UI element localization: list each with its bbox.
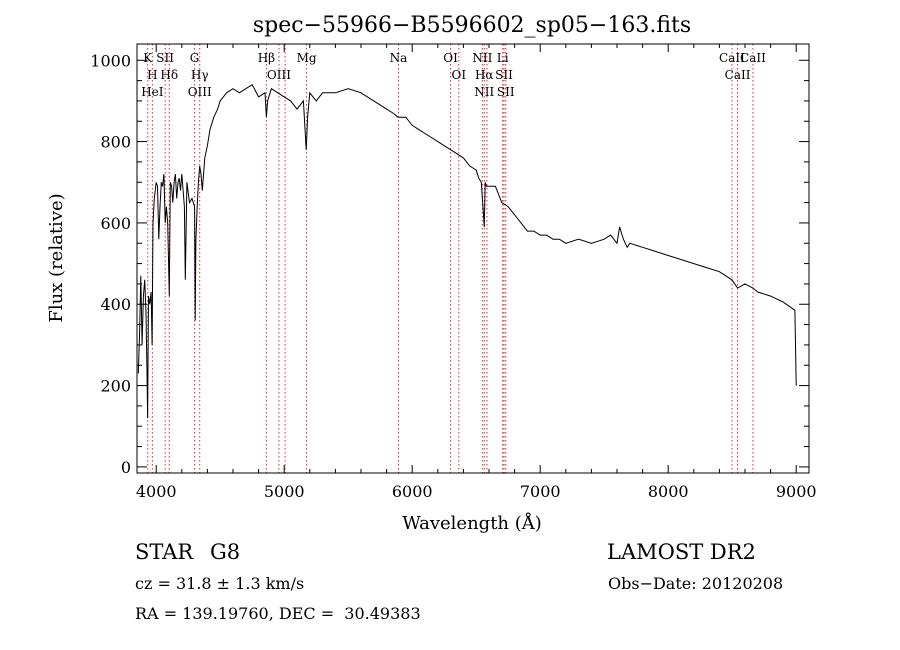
y-axis: 0 200 400 600 800 1000 (90, 51, 809, 477)
line-label: K (143, 51, 153, 65)
line-label: OI (443, 51, 458, 65)
line-label: CaII (719, 51, 745, 65)
y-tick-label: 200 (100, 377, 131, 396)
y-tick-label: 800 (100, 133, 131, 152)
line-markers (147, 44, 754, 473)
chart-title: spec−55966−B5596602_sp05−163.fits (253, 13, 691, 38)
line-label: SII (495, 68, 513, 82)
line-label: Hβ (258, 51, 275, 65)
x-tick-label: 8000 (648, 482, 689, 501)
line-labels: KH HeI SII Hδ G Hγ OIII Hβ OIII Mg Na OI OI NII Hα NII L… (141, 51, 766, 99)
y-tick-label: 600 (100, 214, 131, 233)
y-tick-label: 1000 (90, 51, 131, 70)
spectrum-line (137, 83, 797, 419)
line-label: G (190, 51, 200, 65)
y-axis-label: Flux (relative) (46, 193, 67, 322)
x-tick-label: 9000 (776, 482, 817, 501)
line-label: HeI (141, 85, 164, 99)
line-label: Mg (297, 51, 317, 65)
line-label: CaII (740, 51, 766, 65)
line-label: Hγ (191, 68, 209, 82)
x-axis-label: Wavelength (Å) (402, 512, 542, 534)
spectrum-series (137, 83, 797, 419)
line-label: H (147, 68, 157, 82)
y-tick-label: 0 (121, 458, 131, 477)
y-tick-label: 400 (100, 295, 131, 314)
object-subclass: G8 (210, 540, 241, 564)
line-label: CaII (725, 68, 751, 82)
line-label: SII (156, 51, 174, 65)
object-class: STAR (135, 540, 194, 564)
line-label: Na (390, 51, 408, 65)
line-label: SII (497, 85, 515, 99)
line-label: OI (452, 68, 467, 82)
line-label: Li (497, 51, 509, 65)
redshift-text: cz = 31.8 ± 1.3 km/s (135, 574, 305, 593)
line-label: Hα (475, 68, 494, 82)
line-label: OIII (188, 85, 212, 99)
x-tick-label: 7000 (520, 482, 561, 501)
line-label: NII (474, 85, 494, 99)
obs-date-text: Obs−Date: 20120208 (608, 574, 784, 593)
x-tick-label: 4000 (136, 482, 177, 501)
line-label: NII (472, 51, 492, 65)
survey-label: LAMOST DR2 (607, 540, 756, 564)
x-tick-label: 6000 (392, 482, 433, 501)
coordinates-text: RA = 139.19760, DEC = 30.49383 (135, 604, 421, 623)
x-tick-label: 5000 (264, 482, 305, 501)
plot-frame (136, 43, 810, 474)
x-axis: 4000 5000 6000 7000 8000 9000 (136, 44, 817, 501)
line-label: OIII (267, 68, 291, 82)
line-label: Hδ (160, 68, 178, 82)
